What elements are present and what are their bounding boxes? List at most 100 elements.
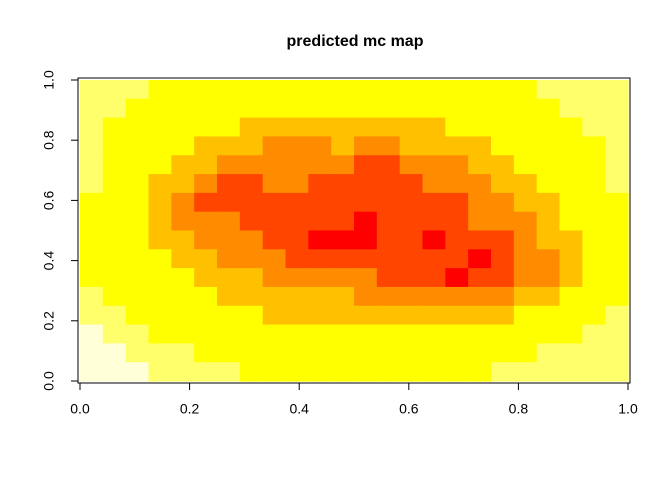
heat-cell bbox=[217, 305, 241, 326]
heat-cell bbox=[239, 324, 264, 344]
heat-cell bbox=[331, 249, 355, 269]
heat-cell bbox=[536, 305, 561, 326]
heat-cell bbox=[102, 324, 127, 344]
heat-cell bbox=[102, 343, 127, 363]
heat-cell bbox=[148, 286, 172, 307]
heat-cell bbox=[399, 362, 424, 382]
heat-cell bbox=[308, 230, 332, 250]
heat-cell bbox=[80, 343, 104, 363]
heat-cell bbox=[262, 192, 287, 213]
heat-cell bbox=[217, 155, 241, 175]
heat-cell bbox=[376, 80, 401, 100]
heat-cell bbox=[536, 136, 561, 156]
heat-cell bbox=[80, 286, 104, 307]
heat-cell bbox=[468, 249, 492, 269]
heat-cell bbox=[239, 249, 264, 269]
heat-cell bbox=[102, 136, 127, 156]
heat-cell bbox=[354, 230, 378, 250]
heat-cell bbox=[80, 324, 104, 344]
heat-cell bbox=[148, 305, 172, 326]
heat-cell bbox=[217, 324, 241, 344]
heat-cell bbox=[582, 136, 606, 156]
heat-cell bbox=[399, 80, 424, 100]
heat-cell bbox=[491, 305, 515, 326]
heat-cell bbox=[376, 268, 401, 288]
heat-cell bbox=[217, 286, 241, 307]
heat-cell bbox=[468, 117, 492, 138]
heat-cell bbox=[536, 174, 561, 194]
heat-cell bbox=[331, 286, 355, 307]
heat-cell bbox=[239, 305, 264, 326]
heat-cell bbox=[605, 80, 629, 100]
heat-cell bbox=[422, 230, 446, 250]
heat-cell bbox=[148, 230, 172, 250]
heat-cell bbox=[239, 136, 264, 156]
heat-cell bbox=[217, 249, 241, 269]
heat-cell bbox=[331, 136, 355, 156]
heat-cell bbox=[445, 324, 469, 344]
heat-cell bbox=[536, 324, 561, 344]
heat-cell bbox=[399, 98, 424, 119]
heat-cell bbox=[513, 98, 538, 119]
heat-cell bbox=[194, 192, 218, 213]
heat-cell bbox=[559, 343, 583, 363]
heat-cell bbox=[125, 324, 150, 344]
heat-cell bbox=[80, 230, 104, 250]
heat-cell bbox=[148, 362, 172, 382]
heat-cell bbox=[513, 192, 538, 213]
heat-cell bbox=[376, 249, 401, 269]
heat-cell bbox=[468, 98, 492, 119]
heat-cell bbox=[262, 268, 287, 288]
heat-cell bbox=[422, 117, 446, 138]
heat-cell bbox=[308, 192, 332, 213]
heat-cell bbox=[354, 80, 378, 100]
heat-cell bbox=[422, 136, 446, 156]
heat-cell bbox=[468, 343, 492, 363]
heat-cell bbox=[171, 98, 195, 119]
heat-cell bbox=[148, 80, 172, 100]
heat-cell bbox=[422, 343, 446, 363]
heat-cell bbox=[262, 362, 287, 382]
heat-cell bbox=[422, 155, 446, 175]
heat-cell bbox=[445, 136, 469, 156]
heat-cell bbox=[331, 155, 355, 175]
heat-cell bbox=[422, 268, 446, 288]
heat-cell bbox=[262, 249, 287, 269]
heat-cell bbox=[148, 136, 172, 156]
heat-cell bbox=[171, 286, 195, 307]
heat-cell bbox=[262, 324, 287, 344]
heat-cell bbox=[491, 268, 515, 288]
heat-cell bbox=[605, 343, 629, 363]
heat-cell bbox=[239, 268, 264, 288]
heat-cell bbox=[513, 136, 538, 156]
heat-cell bbox=[148, 117, 172, 138]
heat-cell bbox=[468, 362, 492, 382]
heat-cell bbox=[262, 343, 287, 363]
heat-cell bbox=[376, 286, 401, 307]
heat-cell bbox=[536, 268, 561, 288]
heat-cell bbox=[399, 211, 424, 232]
y-tick-label: 0.8 bbox=[41, 130, 57, 150]
heat-cell bbox=[376, 211, 401, 232]
heat-cell bbox=[605, 136, 629, 156]
heat-cell bbox=[102, 249, 127, 269]
heat-cell bbox=[354, 155, 378, 175]
heat-cell bbox=[217, 117, 241, 138]
heat-cell bbox=[194, 362, 218, 382]
heat-cell bbox=[262, 136, 287, 156]
heat-cell bbox=[354, 98, 378, 119]
heat-cell bbox=[422, 98, 446, 119]
heat-cell bbox=[331, 211, 355, 232]
heat-cell bbox=[491, 324, 515, 344]
heat-cell bbox=[399, 268, 424, 288]
heat-cell bbox=[582, 324, 606, 344]
heat-cell bbox=[171, 174, 195, 194]
heat-cell bbox=[239, 211, 264, 232]
y-tick-label: 1.0 bbox=[41, 70, 57, 90]
heat-cell bbox=[445, 155, 469, 175]
heat-cell bbox=[559, 117, 583, 138]
heat-cell bbox=[399, 174, 424, 194]
heat-cell bbox=[354, 192, 378, 213]
heat-cell bbox=[491, 155, 515, 175]
heat-cell bbox=[331, 192, 355, 213]
